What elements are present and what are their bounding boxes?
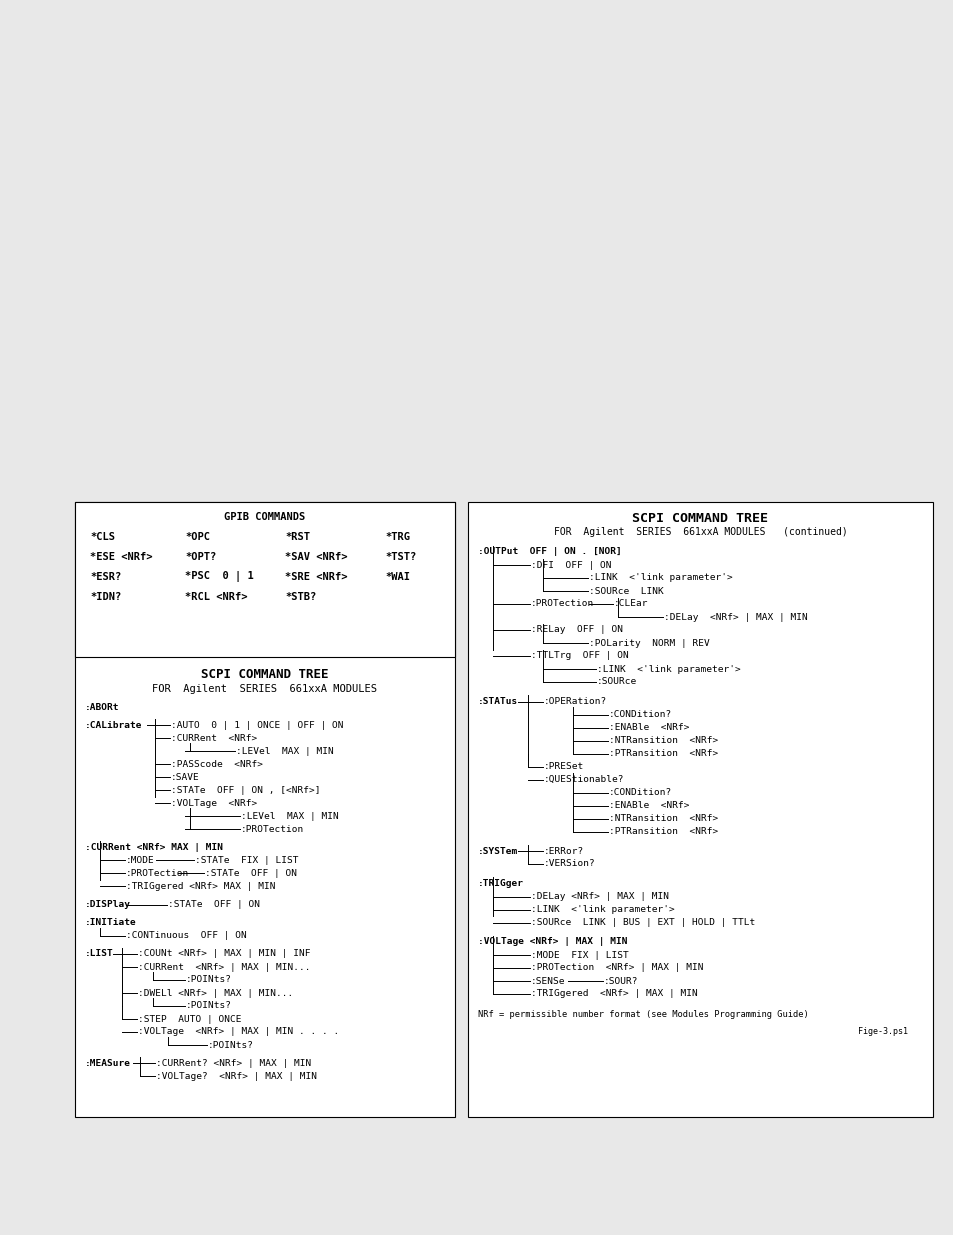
Text: :CURRent  <NRf> | MAX | MIN...: :CURRent <NRf> | MAX | MIN... bbox=[138, 962, 310, 972]
Text: :TRIGgered <NRf> MAX | MIN: :TRIGgered <NRf> MAX | MIN bbox=[126, 882, 275, 890]
Text: *SRE <NRf>: *SRE <NRf> bbox=[285, 572, 347, 582]
Text: :POINts?: :POINts? bbox=[186, 976, 232, 984]
Text: :CURRent? <NRf> | MAX | MIN: :CURRent? <NRf> | MAX | MIN bbox=[156, 1058, 311, 1068]
Text: :DELay <NRf> | MAX | MIN: :DELay <NRf> | MAX | MIN bbox=[531, 892, 668, 902]
Text: Fige-3.ps1: Fige-3.ps1 bbox=[857, 1028, 907, 1036]
Text: :POLarity  NORM | REV: :POLarity NORM | REV bbox=[588, 638, 709, 647]
FancyBboxPatch shape bbox=[468, 501, 932, 1116]
Text: :VOLTage <NRf> | MAX | MIN: :VOLTage <NRf> | MAX | MIN bbox=[477, 937, 627, 946]
Text: :SYSTem: :SYSTem bbox=[477, 846, 517, 856]
Text: :LIST: :LIST bbox=[85, 950, 113, 958]
Text: SCPI COMMAND TREE: SCPI COMMAND TREE bbox=[632, 511, 768, 525]
FancyBboxPatch shape bbox=[75, 501, 455, 1116]
Text: :COUNt <NRf> | MAX | MIN | INF: :COUNt <NRf> | MAX | MIN | INF bbox=[138, 950, 310, 958]
Text: :STATe  OFF | ON: :STATe OFF | ON bbox=[205, 869, 296, 878]
Text: :PROTection: :PROTection bbox=[241, 825, 304, 834]
Text: :TRIGger: :TRIGger bbox=[477, 879, 523, 888]
Text: :DELay  <NRf> | MAX | MIN: :DELay <NRf> | MAX | MIN bbox=[663, 613, 807, 621]
Text: GPIB COMMANDS: GPIB COMMANDS bbox=[224, 513, 305, 522]
Text: :PROTection  <NRf> | MAX | MIN: :PROTection <NRf> | MAX | MIN bbox=[531, 963, 702, 972]
Text: *PSC  0 | 1: *PSC 0 | 1 bbox=[185, 572, 253, 583]
Text: :CURRent <NRf> MAX | MIN: :CURRent <NRf> MAX | MIN bbox=[85, 844, 223, 852]
Text: :AUTO  0 | 1 | ONCE | OFF | ON: :AUTO 0 | 1 | ONCE | OFF | ON bbox=[171, 721, 343, 730]
Text: :CONDition?: :CONDition? bbox=[608, 710, 672, 719]
Text: :LINK  <'link parameter'>: :LINK <'link parameter'> bbox=[597, 664, 740, 673]
Text: *ESE <NRf>: *ESE <NRf> bbox=[90, 552, 152, 562]
Text: :PRESet: :PRESet bbox=[543, 762, 583, 771]
Text: :ENABle  <NRf>: :ENABle <NRf> bbox=[608, 802, 689, 810]
Text: :STATe  FIX | LIST: :STATe FIX | LIST bbox=[194, 856, 298, 864]
Text: :VOLTage  <NRf> | MAX | MIN . . . .: :VOLTage <NRf> | MAX | MIN . . . . bbox=[138, 1028, 339, 1036]
Text: :LEVel  MAX | MIN: :LEVel MAX | MIN bbox=[235, 747, 334, 756]
Text: :QUEStionable?: :QUEStionable? bbox=[543, 776, 624, 784]
Text: :INITiate: :INITiate bbox=[85, 919, 136, 927]
Text: :PASScode  <NRf>: :PASScode <NRf> bbox=[171, 760, 263, 768]
Text: :PTRansition  <NRf>: :PTRansition <NRf> bbox=[608, 827, 718, 836]
Text: *TRG: *TRG bbox=[385, 532, 410, 542]
Text: :VERSion?: :VERSion? bbox=[543, 860, 595, 868]
Text: :OUTPut  OFF | ON . [NOR]: :OUTPut OFF | ON . [NOR] bbox=[477, 547, 621, 557]
Text: :CONDition?: :CONDition? bbox=[608, 788, 672, 797]
Text: :ABORt: :ABORt bbox=[85, 703, 119, 711]
Text: *STB?: *STB? bbox=[285, 592, 315, 601]
Text: :ENABle  <NRf>: :ENABle <NRf> bbox=[608, 722, 689, 732]
Text: :SOURce: :SOURce bbox=[597, 678, 637, 687]
Text: :MODE  FIX | LIST: :MODE FIX | LIST bbox=[531, 951, 628, 960]
Text: *SAV <NRf>: *SAV <NRf> bbox=[285, 552, 347, 562]
Text: :TRIGgered  <NRf> | MAX | MIN: :TRIGgered <NRf> | MAX | MIN bbox=[531, 989, 697, 999]
Text: :LEVel  MAX | MIN: :LEVel MAX | MIN bbox=[241, 811, 338, 821]
Text: *TST?: *TST? bbox=[385, 552, 416, 562]
Text: :SOUR?: :SOUR? bbox=[603, 977, 638, 986]
Text: :MODE: :MODE bbox=[126, 856, 154, 864]
Text: :POINts?: :POINts? bbox=[208, 1041, 253, 1050]
Text: :ERRor?: :ERRor? bbox=[543, 846, 583, 856]
Text: :STATe  OFF | ON , [<NRf>]: :STATe OFF | ON , [<NRf>] bbox=[171, 785, 320, 794]
Text: :STEP  AUTO | ONCE: :STEP AUTO | ONCE bbox=[138, 1014, 241, 1024]
Text: :CALibrate: :CALibrate bbox=[85, 721, 142, 730]
Text: *CLS: *CLS bbox=[90, 532, 115, 542]
Text: *OPT?: *OPT? bbox=[185, 552, 216, 562]
Text: :NTRansition  <NRf>: :NTRansition <NRf> bbox=[608, 736, 718, 745]
Text: *ESR?: *ESR? bbox=[90, 572, 121, 582]
Text: :SAVE: :SAVE bbox=[171, 773, 199, 782]
Text: NRf = permissible number format (see Modules Programming Guide): NRf = permissible number format (see Mod… bbox=[477, 1010, 808, 1019]
Text: :SENSe: :SENSe bbox=[531, 977, 565, 986]
Text: :MEASure: :MEASure bbox=[85, 1058, 131, 1068]
Text: *IDN?: *IDN? bbox=[90, 592, 121, 601]
Text: :RELay  OFF | ON: :RELay OFF | ON bbox=[531, 625, 622, 635]
Text: :VOLTage?  <NRf> | MAX | MIN: :VOLTage? <NRf> | MAX | MIN bbox=[156, 1072, 316, 1081]
Text: :DISPlay: :DISPlay bbox=[85, 900, 131, 909]
Text: :CONTinuous  OFF | ON: :CONTinuous OFF | ON bbox=[126, 931, 247, 940]
Text: :TTLTrg  OFF | ON: :TTLTrg OFF | ON bbox=[531, 652, 628, 661]
Text: :LINK  <'link parameter'>: :LINK <'link parameter'> bbox=[531, 905, 674, 914]
Text: :SOURce  LINK: :SOURce LINK bbox=[588, 587, 663, 595]
Text: SCPI COMMAND TREE: SCPI COMMAND TREE bbox=[201, 668, 329, 682]
Text: :DFI  OFF | ON: :DFI OFF | ON bbox=[531, 561, 611, 569]
Text: :LINK  <'link parameter'>: :LINK <'link parameter'> bbox=[588, 573, 732, 583]
Text: :STATe  OFF | ON: :STATe OFF | ON bbox=[168, 900, 260, 909]
Text: *WAI: *WAI bbox=[385, 572, 410, 582]
Text: FOR  Agilent  SERIES  661xxA MODULES   (continued): FOR Agilent SERIES 661xxA MODULES (conti… bbox=[553, 527, 846, 537]
Text: FOR  Agilent  SERIES  661xxA MODULES: FOR Agilent SERIES 661xxA MODULES bbox=[152, 684, 377, 694]
FancyBboxPatch shape bbox=[75, 501, 455, 657]
Text: :OPERation?: :OPERation? bbox=[543, 697, 607, 706]
Text: :DWELl <NRf> | MAX | MIN...: :DWELl <NRf> | MAX | MIN... bbox=[138, 988, 293, 998]
Text: :CLEar: :CLEar bbox=[614, 599, 648, 609]
Text: *RCL <NRf>: *RCL <NRf> bbox=[185, 592, 247, 601]
Text: :CURRent  <NRf>: :CURRent <NRf> bbox=[171, 734, 257, 742]
Text: *RST: *RST bbox=[285, 532, 310, 542]
Text: :NTRansition  <NRf>: :NTRansition <NRf> bbox=[608, 814, 718, 823]
Text: :STATus: :STATus bbox=[477, 697, 517, 706]
Text: :PTRansition  <NRf>: :PTRansition <NRf> bbox=[608, 748, 718, 758]
Text: :POINts?: :POINts? bbox=[186, 1002, 232, 1010]
Text: :PROTection: :PROTection bbox=[531, 599, 594, 609]
Text: *OPC: *OPC bbox=[185, 532, 210, 542]
Text: :PROTection: :PROTection bbox=[126, 869, 189, 878]
Text: :VOLTage  <NRf>: :VOLTage <NRf> bbox=[171, 799, 257, 808]
Text: :SOURce  LINK | BUS | EXT | HOLD | TTLt: :SOURce LINK | BUS | EXT | HOLD | TTLt bbox=[531, 918, 755, 927]
